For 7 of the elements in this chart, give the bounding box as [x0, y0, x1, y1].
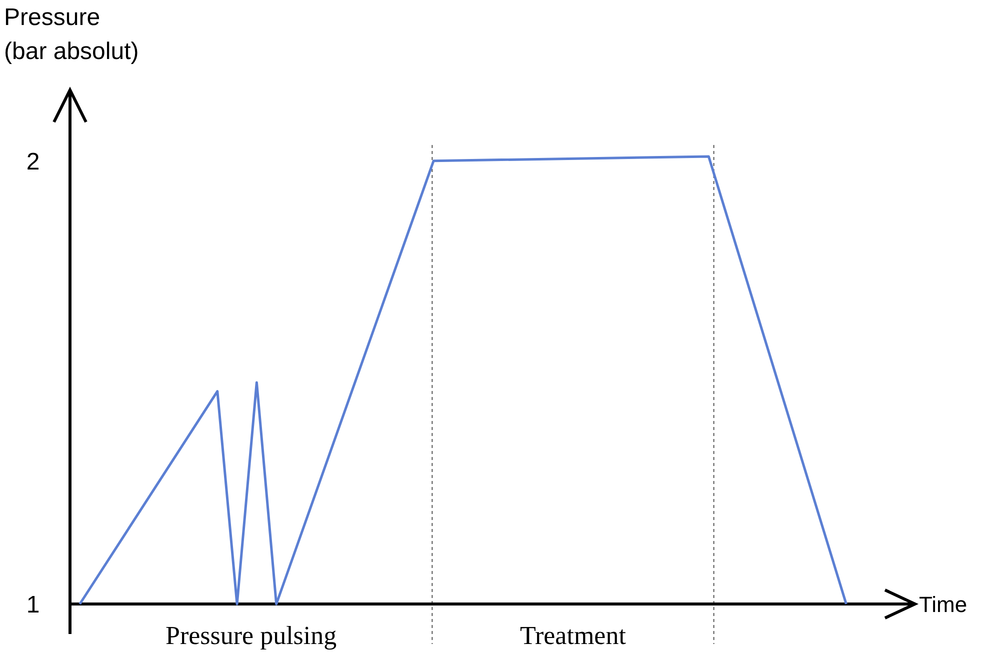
x-axis-title: Time: [919, 592, 968, 617]
y-tick-label: 2: [26, 148, 40, 176]
text: Treatment: [520, 621, 627, 650]
y-axis-title: Pressure (bar absolut): [4, 4, 139, 65]
text: Pressure pulsing: [166, 621, 337, 650]
y-tick-label: 1: [26, 591, 40, 618]
line-series: [78, 155, 848, 606]
